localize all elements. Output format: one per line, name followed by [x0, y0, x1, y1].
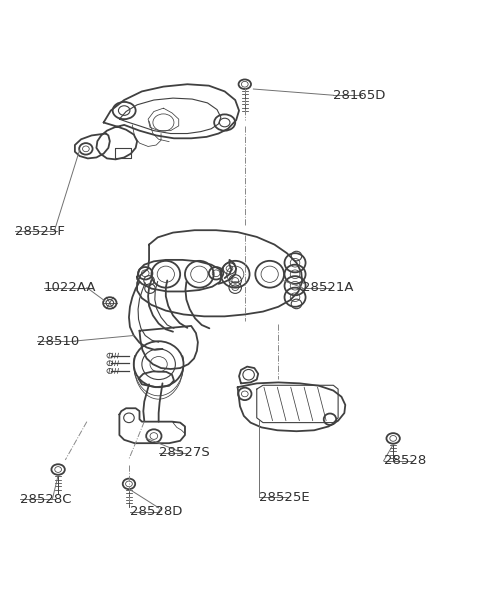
Text: 28528C: 28528C [20, 493, 72, 506]
Text: 28510: 28510 [36, 335, 79, 348]
Text: 28528: 28528 [384, 454, 426, 467]
Text: 28527S: 28527S [158, 446, 209, 459]
Text: 1022AA: 1022AA [44, 281, 96, 294]
Text: 28528D: 28528D [130, 505, 182, 518]
Text: 28525F: 28525F [15, 225, 65, 237]
Text: 28525E: 28525E [259, 491, 310, 504]
Text: 28521A: 28521A [302, 281, 354, 294]
Text: 28165D: 28165D [333, 89, 386, 101]
